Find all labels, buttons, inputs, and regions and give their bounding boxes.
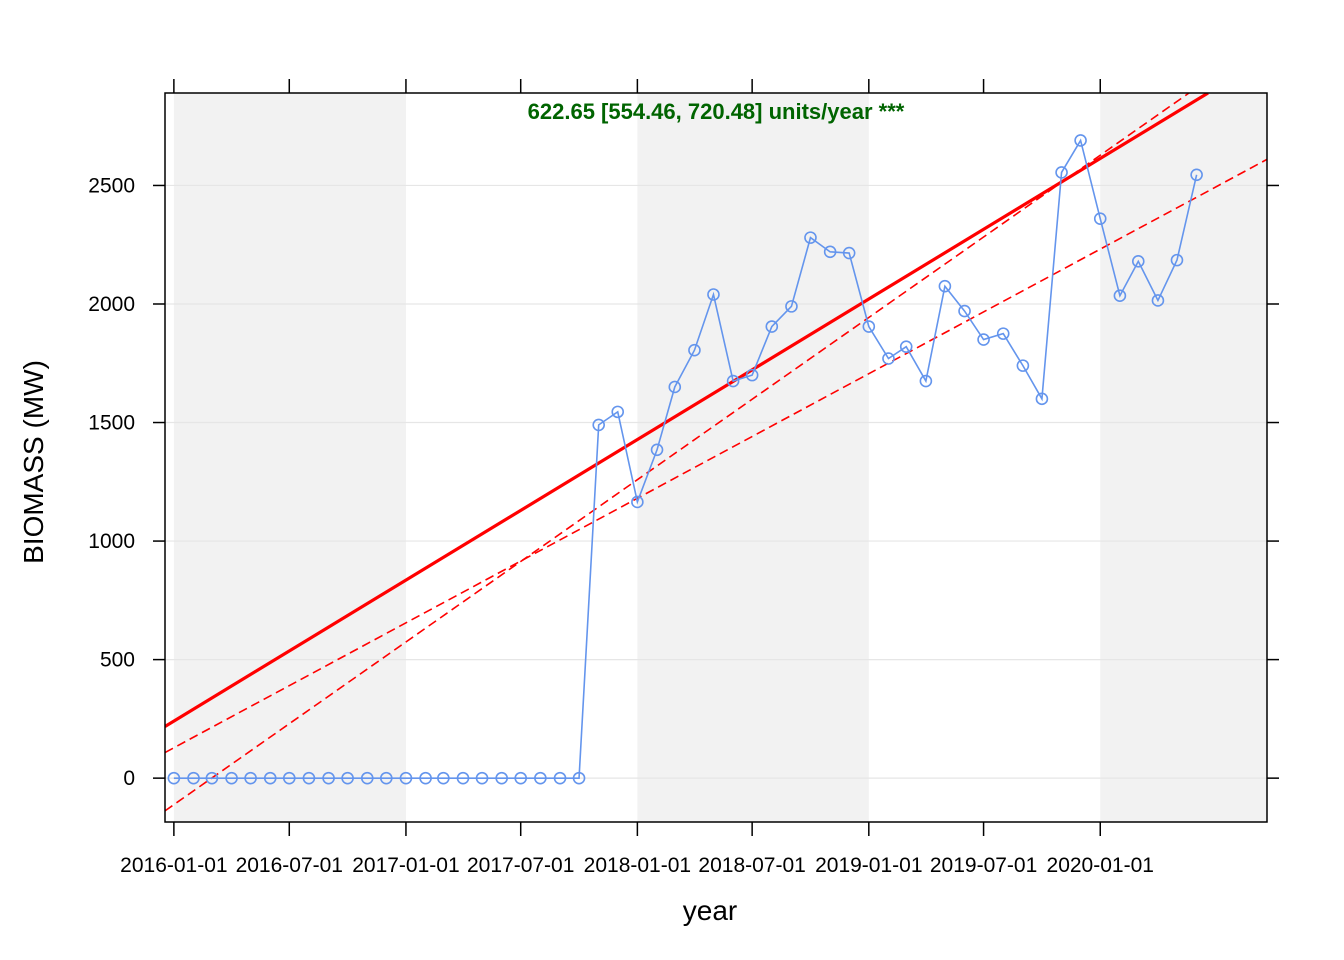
x-tick-label: 2017-07-01	[467, 854, 574, 877]
data-point-2019-05-01	[938, 279, 952, 293]
data-point-2017-12-01	[611, 405, 625, 419]
data-point-2016-02-01	[187, 771, 200, 785]
data-point-2019-06-01	[958, 304, 971, 318]
x-tick-label: 2018-01-01	[584, 854, 691, 877]
trend-line-dashed-1	[165, 158, 1267, 754]
data-point-2019-07-01	[977, 333, 990, 346]
data-point-2018-02-01	[650, 443, 664, 457]
data-point-2016-08-01	[302, 771, 316, 785]
data-point-2017-07-01	[514, 771, 528, 785]
data-point-2018-03-01	[668, 380, 682, 394]
data-point-2017-04-01	[456, 771, 470, 785]
data-point-2018-07-01	[745, 368, 759, 382]
y-tick-label: 1500	[88, 412, 135, 435]
y-tick-label: 0	[123, 767, 135, 790]
year-shading	[173, 93, 1267, 822]
shade-band-2016	[173, 93, 406, 822]
shade-band-2020	[1100, 93, 1267, 822]
data-point-2017-01-01	[399, 771, 413, 785]
x-axis-label: year	[683, 895, 737, 926]
data-point-2018-06-01	[726, 374, 740, 388]
data-point-2017-10-01	[572, 771, 586, 785]
data-point-2019-11-01	[1055, 166, 1068, 179]
data-point-2016-04-01	[225, 771, 238, 785]
trend-line-solid-0	[165, 93, 1209, 728]
data-point-2019-03-01	[899, 340, 913, 353]
data-series	[167, 134, 1203, 785]
x-tick-label: 2016-01-01	[120, 854, 227, 877]
data-point-2020-05-01	[1170, 253, 1184, 267]
data-point-2016-06-01	[263, 771, 277, 785]
x-tick-label: 2017-01-01	[352, 854, 459, 877]
data-point-2016-03-01	[205, 771, 219, 785]
data-point-2017-09-01	[553, 771, 567, 785]
data-point-2016-12-01	[379, 771, 393, 785]
data-point-2017-11-01	[592, 418, 605, 432]
data-point-2016-05-01	[244, 771, 257, 785]
trend-annotation: 622.65 [554.46, 720.48] units/year ***	[528, 99, 905, 124]
plot-frame	[164, 92, 1268, 823]
y-tick-label: 2500	[88, 174, 135, 197]
shade-band-2018	[637, 93, 869, 822]
data-point-2017-06-01	[495, 771, 508, 785]
x-tick-label: 2019-01-01	[815, 854, 922, 877]
trend-line-dashed-2	[165, 93, 1190, 812]
data-point-2018-11-01	[823, 245, 837, 259]
data-point-2019-12-01	[1074, 134, 1087, 147]
data-point-2017-05-01	[475, 771, 489, 785]
data-point-2017-08-01	[534, 771, 547, 785]
x-tick-label: 2020-01-01	[1047, 854, 1154, 877]
trend-lines	[165, 93, 1267, 812]
x-tick-label: 2018-07-01	[698, 854, 805, 877]
y-tick-label: 500	[100, 649, 135, 672]
data-point-2020-03-01	[1131, 255, 1145, 268]
data-point-2018-12-01	[842, 246, 856, 260]
axes: 0 500 1000 1500 2000 2500 2016-01-01 2016-07-01…	[88, 79, 1279, 877]
data-point-2020-06-01	[1190, 168, 1203, 182]
data-point-2018-09-01	[785, 300, 798, 313]
x-tick-label: 2019-07-01	[930, 854, 1037, 877]
y-tick-label: 1000	[88, 530, 135, 553]
data-point-2019-02-01	[882, 352, 895, 365]
y-axis-label: BIOMASS (MW)	[18, 360, 49, 564]
data-point-2017-03-01	[437, 771, 450, 785]
data-point-2019-10-01	[1035, 392, 1049, 406]
data-point-2018-05-01	[707, 288, 720, 301]
data-point-2016-11-01	[360, 771, 374, 785]
data-point-2020-04-01	[1151, 294, 1165, 307]
series-line-0	[173, 138, 1198, 779]
data-point-2018-04-01	[688, 343, 701, 357]
data-point-2019-09-01	[1016, 359, 1030, 372]
data-point-2019-04-01	[919, 374, 933, 388]
data-point-2020-01-01	[1093, 212, 1107, 225]
y-tick-label: 2000	[88, 293, 135, 316]
data-point-2018-10-01	[804, 231, 817, 244]
data-point-2016-10-01	[341, 771, 354, 785]
x-tick-label: 2016-07-01	[236, 854, 343, 877]
data-point-2016-01-01	[167, 771, 181, 785]
data-point-2020-02-01	[1113, 289, 1127, 302]
data-point-2019-01-01	[862, 320, 876, 333]
data-point-2016-07-01	[282, 771, 296, 785]
data-point-2018-08-01	[765, 320, 779, 333]
data-point-2019-08-01	[996, 327, 1010, 340]
data-point-2018-01-01	[631, 495, 644, 509]
data-point-2017-02-01	[419, 771, 432, 785]
data-point-2016-09-01	[322, 771, 335, 785]
